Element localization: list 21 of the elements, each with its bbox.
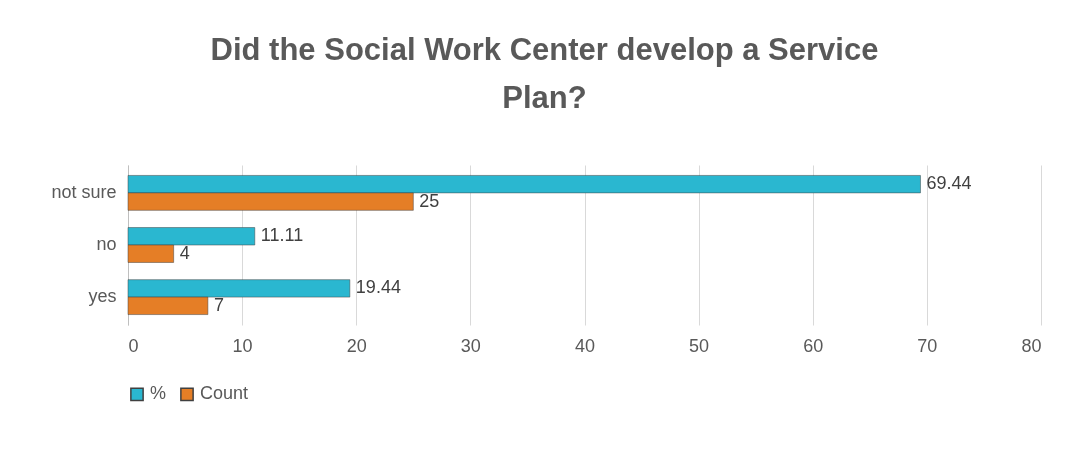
data-label: 19.44 <box>355 277 401 298</box>
x-tick-label: 10 <box>232 335 253 356</box>
x-tick-label: 40 <box>574 335 596 356</box>
x-tick-label: 50 <box>689 335 710 356</box>
x-tick-label: 80 <box>1021 335 1042 356</box>
x-tick-label: 30 <box>460 335 481 356</box>
y-tick-label: not sure <box>51 181 117 202</box>
legend-label: % <box>150 383 167 404</box>
x-tick-label: 70 <box>917 335 938 356</box>
data-label: 69.44 <box>926 173 972 194</box>
x-tick-label: 60 <box>803 335 824 356</box>
chart-title: Did the Social Work Center develop a Service Plan? <box>210 32 879 115</box>
y-tick-label: no <box>96 234 117 254</box>
data-label: 25 <box>419 190 440 211</box>
x-tick-label: 20 <box>346 335 367 356</box>
data-label: 7 <box>213 294 224 315</box>
legend-label: Count <box>200 383 249 404</box>
x-tick-label: 0 <box>128 335 139 356</box>
data-label: 4 <box>179 242 190 263</box>
y-tick-label: yes <box>88 286 117 307</box>
data-label: 11.11 <box>260 225 304 246</box>
